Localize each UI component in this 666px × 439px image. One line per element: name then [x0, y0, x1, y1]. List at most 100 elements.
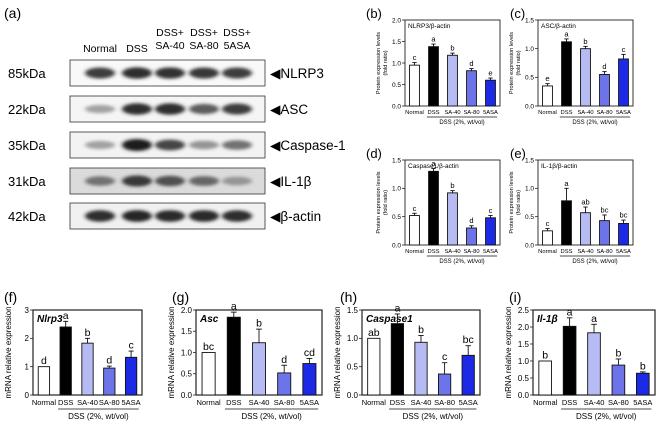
- bar: [461, 354, 475, 396]
- bar: [580, 48, 591, 107]
- blot-band: [85, 176, 115, 186]
- blot-band: [189, 67, 219, 79]
- y-tick-label: 0.5: [392, 82, 401, 89]
- protein-label: ◀NLRP3: [270, 66, 324, 81]
- x-tick-label: 5ASA: [616, 110, 631, 116]
- x-tick-label: DSS: [390, 398, 405, 407]
- bar: [538, 360, 552, 396]
- blot-band: [155, 103, 185, 115]
- panel-letter-e: (e): [510, 146, 526, 161]
- y-axis-label-line: (fold ratio): [516, 190, 522, 215]
- y-axis-label: Protein expression levels(fold ratio): [376, 32, 389, 94]
- bar: [636, 372, 650, 396]
- significance-letter: e: [545, 74, 549, 83]
- y-tick-label: 1.0: [525, 46, 534, 53]
- significance-letter: a: [591, 313, 597, 325]
- bar: [103, 367, 116, 396]
- x-tick-label: SA-40: [411, 398, 432, 407]
- panel-letter-a: (a): [4, 5, 21, 21]
- y-tick-label: 0.0: [392, 103, 401, 110]
- x-axis-group-label: DSS (2%, wt/vol): [403, 412, 464, 421]
- x-tick-label: Normal: [405, 110, 424, 116]
- significance-letter: d: [281, 354, 287, 366]
- significance-letter: d: [469, 59, 473, 68]
- panel-letter-b: (b): [366, 6, 382, 21]
- panel-letter-d: (d): [366, 146, 382, 161]
- y-tick-label: 0.5: [518, 374, 530, 383]
- bar: [599, 74, 610, 107]
- y-axis-label: mRNA relative expression: [4, 306, 13, 398]
- significance-letter: bc: [601, 205, 609, 214]
- bar: [428, 46, 439, 107]
- y-tick-label: 1.5: [525, 157, 534, 164]
- y-tick-label: 2.0: [392, 17, 401, 24]
- panel-letter-f: (f): [4, 289, 17, 305]
- blot-band: [85, 67, 115, 79]
- chart-title: Il-1β: [537, 314, 558, 325]
- bar: [277, 372, 292, 396]
- x-tick-label: SA-80: [434, 398, 455, 407]
- y-tick-label: 0.5: [525, 214, 534, 221]
- x-tick-label: DSS: [561, 110, 573, 116]
- x-tick-label: Normal: [405, 249, 424, 255]
- blot-band: [155, 67, 185, 79]
- significance-letter: cd: [304, 347, 315, 359]
- blot-band: [189, 103, 219, 115]
- bar: [542, 230, 553, 246]
- x-tick-label: SA-80: [608, 398, 629, 407]
- lane-label: DSS+ SA-80: [189, 27, 218, 52]
- lane-label-line: DSS+: [223, 27, 251, 39]
- x-tick-label: DSS: [562, 398, 577, 407]
- significance-letter: c: [489, 206, 493, 215]
- molecular-weight-label: 22kDa: [8, 102, 46, 117]
- blot-band: [122, 175, 152, 187]
- significance-letter: a: [394, 302, 400, 314]
- significance-letter: a: [564, 29, 569, 38]
- x-tick-label: Normal: [362, 398, 387, 407]
- y-tick-label: 1.5: [347, 306, 359, 315]
- significance-letter: ab: [581, 198, 589, 207]
- x-tick-label: Normal: [533, 398, 558, 407]
- y-tick-label: 0.0: [181, 391, 193, 400]
- lane-label-line: DSS: [126, 43, 148, 55]
- x-axis-group-label: DSS (2%, wt/vol): [576, 412, 637, 421]
- chart-title: Asc: [199, 314, 219, 325]
- significance-letter: a: [431, 159, 436, 168]
- bar: [466, 70, 477, 107]
- lane-label-line: SA-80: [189, 40, 218, 52]
- molecular-weight-label: 31kDa: [8, 174, 46, 189]
- protein-label: ◀Caspase-1: [270, 138, 346, 153]
- x-tick-label: DSS: [428, 249, 440, 255]
- bar: [59, 326, 72, 396]
- bar: [409, 64, 420, 107]
- blot-band: [189, 210, 219, 222]
- significance-letter: b: [640, 360, 646, 372]
- y-tick-label: 1.0: [525, 186, 534, 193]
- blot-band: [222, 176, 252, 186]
- x-tick-label: SA-40: [577, 249, 593, 255]
- significance-letter: b: [615, 347, 621, 359]
- bar-chart-c: (c) ASC/β-actin 0.0 0.5 1.0 1.5 Protein expres…: [509, 6, 634, 126]
- y-tick-label: 1.5: [525, 17, 534, 24]
- y-tick-label: 1.5: [518, 340, 530, 349]
- y-tick-label: 2.0: [518, 323, 530, 332]
- bar: [599, 220, 610, 246]
- bar: [37, 366, 51, 396]
- y-tick-label: 0.5: [181, 370, 193, 379]
- y-tick-label: 1.0: [392, 60, 401, 67]
- bar: [302, 363, 317, 396]
- x-tick-label: 5ASA: [483, 249, 498, 255]
- y-tick-label: 3: [25, 306, 30, 315]
- y-tick-label: 0.0: [525, 103, 534, 110]
- bar: [561, 41, 572, 107]
- significance-letter: b: [418, 324, 424, 336]
- y-axis-label: mRNA relative expression: [504, 306, 513, 398]
- bar: [201, 352, 216, 396]
- significance-letter: e: [488, 69, 492, 78]
- lane-label-line: DSS+: [156, 27, 184, 39]
- bar-chart-i: (i) Il-1β 0.0 0.5 1.0 1.5 2.0 2.5 mRNA relative …: [504, 289, 656, 421]
- x-tick-label: Normal: [538, 249, 557, 255]
- bar: [81, 342, 94, 396]
